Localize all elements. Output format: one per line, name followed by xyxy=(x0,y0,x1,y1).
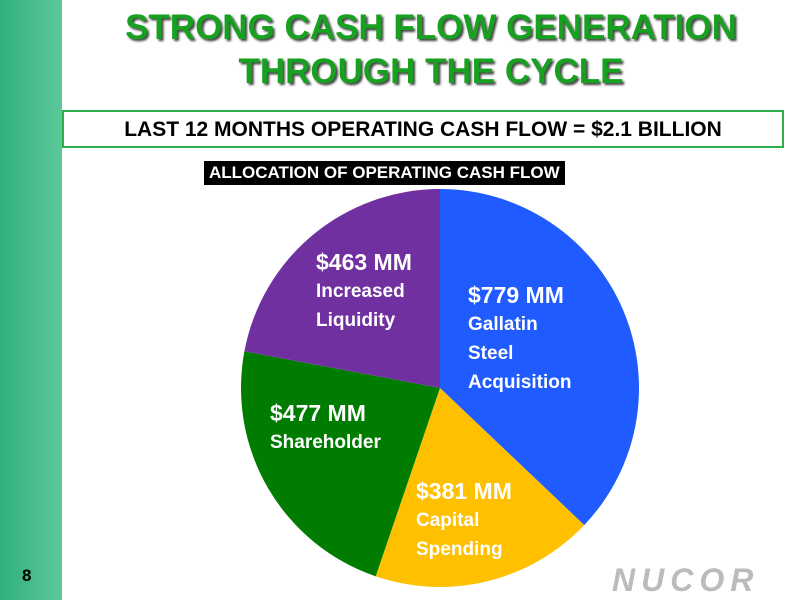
pie-slice xyxy=(440,189,640,526)
chart-title: ALLOCATION OF OPERATING CASH FLOW xyxy=(204,161,565,185)
value-label: $477 MM xyxy=(270,400,366,426)
category-label: Increased Liquidity xyxy=(316,281,405,331)
page-number: 8 xyxy=(22,566,32,585)
pie-slice xyxy=(375,388,585,588)
slice-label: $463 MM Increased Liquidity xyxy=(316,247,412,335)
side-strip xyxy=(0,0,62,600)
value-label: $779 MM xyxy=(468,282,564,308)
value-label: $463 MM xyxy=(316,249,412,275)
slice-label: $381 MM Capital Spending xyxy=(416,476,512,564)
slice-label: $779 MM Gallatin Steel Acquisition xyxy=(468,280,571,397)
category-label: Gallatin Steel Acquisition xyxy=(468,314,572,393)
slice-label: $477 MM Shareholder xyxy=(270,398,381,457)
pie-slice xyxy=(240,351,440,577)
category-label: Shareholder xyxy=(270,432,381,453)
category-label: Capital Spending xyxy=(416,510,503,560)
logo: NUCOR xyxy=(612,562,760,598)
pie-slice xyxy=(244,189,440,388)
slide-title: STRONG CASH FLOW GENERATION THROUGH THE … xyxy=(125,8,737,91)
subtitle: LAST 12 MONTHS OPERATING CASH FLOW = $2.… xyxy=(62,110,784,148)
value-label: $381 MM xyxy=(416,478,512,504)
